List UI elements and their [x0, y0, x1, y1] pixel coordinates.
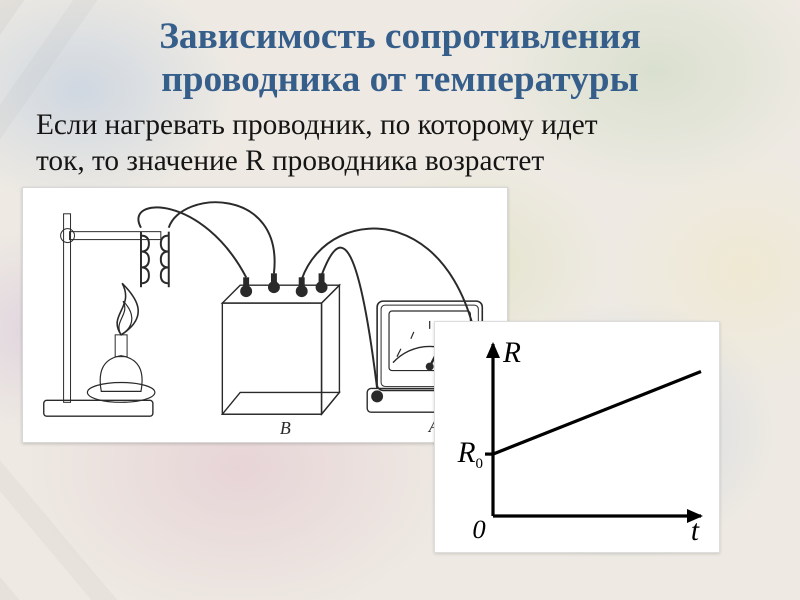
- resistance-vs-temperature-graph: R t 0 R0: [434, 321, 720, 553]
- slide-title: Зависимость сопротивления проводника от …: [36, 16, 764, 102]
- graph-intercept-label: R0: [457, 437, 483, 472]
- graph-origin-label: 0: [472, 514, 485, 544]
- body-line-1: Если нагревать проводник, по которому ид…: [36, 109, 598, 141]
- body-line-2: ток, то значение R проводника возрастет: [36, 145, 544, 177]
- slide-content: Зависимость сопротивления проводника от …: [0, 0, 800, 563]
- figures-row: В: [36, 187, 764, 553]
- graph-svg: R t 0 R0: [445, 332, 711, 544]
- title-line-2: проводника от температуры: [161, 59, 638, 100]
- source-label: В: [280, 418, 291, 438]
- title-line-1: Зависимость сопротивления: [159, 16, 641, 57]
- slide-body-text: Если нагревать проводник, по которому ид…: [36, 108, 764, 180]
- graph-x-label: t: [691, 515, 700, 544]
- graph-y-label: R: [502, 337, 521, 369]
